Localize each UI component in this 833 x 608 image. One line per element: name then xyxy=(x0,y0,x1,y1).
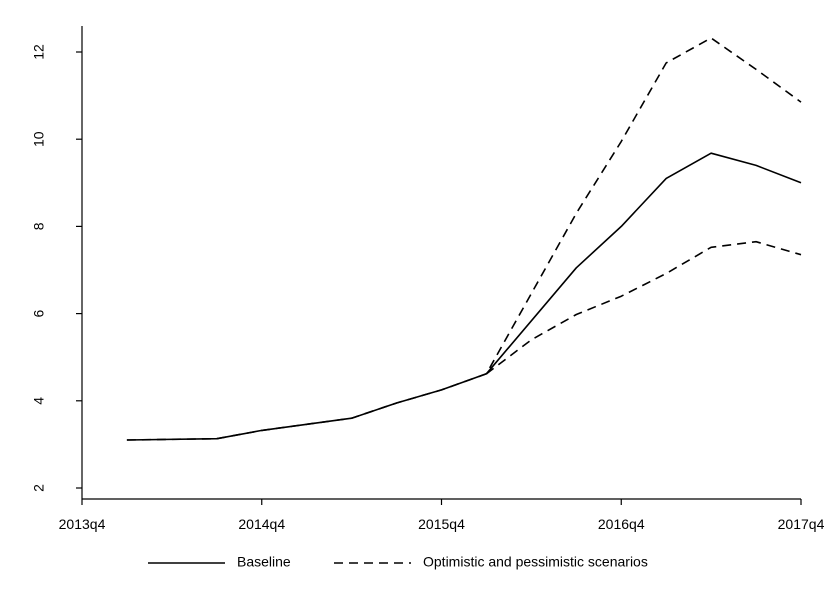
legend: Baseline Optimistic and pessimistic scena… xyxy=(148,554,648,570)
x-tick-label: 2014q4 xyxy=(238,516,285,532)
series-lines xyxy=(126,37,802,441)
x-tick-label: 2015q4 xyxy=(418,516,465,532)
y-tick-label: 10 xyxy=(31,131,47,147)
legend-label-1: Optimistic and pessimistic scenarios xyxy=(423,554,648,570)
y-tick-label: 12 xyxy=(31,44,47,60)
y-tick-label: 4 xyxy=(31,397,47,405)
x-tick-label: 2017q4 xyxy=(778,516,825,532)
y-tick-label: 6 xyxy=(31,309,47,317)
axes: 2 4 6 8 10 12 2013q4 2014q4 2015q4 2016q4 2017q4 xyxy=(31,26,825,532)
y-tick-label: 2 xyxy=(31,484,47,492)
y-tick-label: 8 xyxy=(31,222,47,230)
series-line-2 xyxy=(485,240,802,375)
x-tick-label: 2013q4 xyxy=(59,516,106,532)
legend-label-0: Baseline xyxy=(237,554,291,570)
x-tick-label: 2016q4 xyxy=(598,516,645,532)
